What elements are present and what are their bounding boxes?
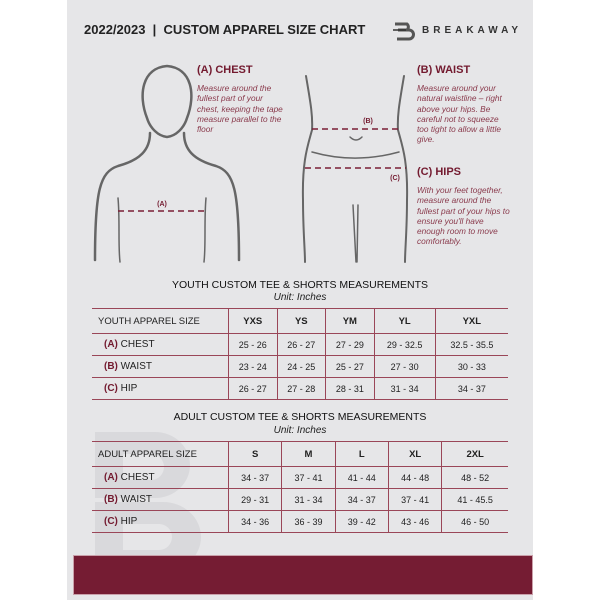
table-cell: 37 - 41 xyxy=(281,466,336,489)
cell-text: WAIST xyxy=(120,361,152,372)
cell-text: (C) xyxy=(104,383,118,394)
table-cell: 24 - 25 xyxy=(276,355,326,378)
table-cell: 46 - 50 xyxy=(441,510,508,533)
page-title: 2022/2023 | CUSTOM APPAREL SIZE CHART xyxy=(84,22,366,37)
table-cell: 27 - 30 xyxy=(373,355,436,378)
table-cell: 25 - 26 xyxy=(228,333,278,356)
youth-table-title: YOUTH CUSTOM TEE & SHORTS MEASUREMENTS xyxy=(171,279,429,291)
table-cell: 44 - 48 xyxy=(387,466,442,489)
table-cell: 29 - 32.5 xyxy=(373,333,436,356)
table-cell: 26 - 27 xyxy=(276,333,326,356)
table-cell: 30 - 33 xyxy=(434,355,508,378)
table-cell: 29 - 31 xyxy=(227,488,282,511)
size-header: YXL xyxy=(434,308,508,334)
cell-text: (A) xyxy=(104,339,118,350)
table-cell: 34 - 37 xyxy=(227,466,282,489)
table-cell: 43 - 46 xyxy=(387,510,442,533)
table-cell: 39 - 42 xyxy=(334,510,389,533)
cell-text: CHEST xyxy=(120,472,155,483)
cell-text: (B) xyxy=(104,494,118,505)
table-cell: 37 - 41 xyxy=(387,488,442,511)
table-cell: 41 - 44 xyxy=(334,466,389,489)
youth-size-table: YOUTH APPAREL SIZE YXS YS YM YL YXL (A) … xyxy=(92,308,508,400)
size-header: YS xyxy=(276,308,326,334)
row-label: (A) CHEST xyxy=(92,466,229,489)
upper-body-figure xyxy=(93,64,241,263)
size-header: YL xyxy=(373,308,436,334)
waist-heading: (B) WAIST xyxy=(417,64,471,76)
table-cell: 48 - 52 xyxy=(441,466,508,489)
table-cell: 23 - 24 xyxy=(228,355,278,378)
row-label: (C) HIP xyxy=(92,377,229,400)
table-cell: 31 - 34 xyxy=(373,377,436,400)
table-cell: 31 - 34 xyxy=(281,488,336,511)
size-header: L xyxy=(334,441,389,467)
table-cell: 27 - 29 xyxy=(325,333,375,356)
body-figures: (A) (B) (C) xyxy=(93,64,409,263)
size-header: 2XL xyxy=(441,441,508,467)
logo-icon xyxy=(393,22,415,41)
adult-header-label: ADULT APPAREL SIZE xyxy=(92,441,229,467)
hips-heading: (C) HIPS xyxy=(417,166,461,178)
table-cell: 25 - 27 xyxy=(325,355,375,378)
cell-text: WAIST xyxy=(120,494,152,505)
brand-logo: BREAKAWAY xyxy=(392,18,522,42)
cell-text: (C) xyxy=(104,516,118,527)
table-cell: 32.5 - 35.5 xyxy=(434,333,508,356)
adult-size-table: ADULT APPAREL SIZE S M L XL 2XL (A) CHES… xyxy=(92,441,508,533)
cell-text: (A) xyxy=(104,472,118,483)
cell-text: HIP xyxy=(120,383,138,394)
size-header: YXS xyxy=(228,308,278,334)
brand-name: BREAKAWAY xyxy=(422,24,523,36)
table-row: (B) WAIST 23 - 24 24 - 25 25 - 27 27 - 30 30 … xyxy=(92,355,508,378)
table-row: (A) CHEST 25 - 26 26 - 27 27 - 29 29 - 32.5 3… xyxy=(92,333,508,356)
cell-text: (B) xyxy=(104,361,118,372)
table-cell: 41 - 45.5 xyxy=(441,488,508,511)
cell-text: CHEST xyxy=(120,339,155,350)
table-cell: 34 - 37 xyxy=(434,377,508,400)
cell-text: HIP xyxy=(120,516,138,527)
row-label: (A) CHEST xyxy=(92,333,229,356)
lower-body-figure xyxy=(301,75,409,263)
size-header: XL xyxy=(387,441,442,467)
waist-instructions: Measure around your natural waistline – … xyxy=(417,83,502,145)
table-cell: 27 - 28 xyxy=(276,377,326,400)
table-row: (A) CHEST 34 - 37 37 - 41 41 - 44 44 - 48 48 … xyxy=(92,466,508,489)
youth-unit: Unit: Inches xyxy=(273,292,327,303)
youth-header-label: YOUTH APPAREL SIZE xyxy=(92,308,229,334)
hips-instructions: With your feet together, measure around … xyxy=(417,185,510,247)
chest-heading: (A) CHEST xyxy=(197,64,253,76)
table-row: (C) HIP 26 - 27 27 - 28 28 - 31 31 - 34 34 - … xyxy=(92,377,508,400)
table-row: (B) WAIST 29 - 31 31 - 34 34 - 37 37 - 41 41 … xyxy=(92,488,508,511)
adult-table-title: ADULT CUSTOM TEE & SHORTS MEASUREMENTS xyxy=(173,411,427,423)
row-label: (C) HIP xyxy=(92,510,229,533)
row-label: (B) WAIST xyxy=(92,355,229,378)
adult-unit: Unit: Inches xyxy=(273,425,327,436)
hips-marker: (C) xyxy=(390,175,400,182)
table-cell: 34 - 36 xyxy=(227,510,282,533)
row-label: (B) WAIST xyxy=(92,488,229,511)
size-header: YM xyxy=(325,308,375,334)
waist-marker: (B) xyxy=(363,118,373,125)
chest-instructions: Measure around the fullest part of your … xyxy=(197,83,283,135)
footer-band xyxy=(73,555,533,595)
table-cell: 36 - 39 xyxy=(281,510,336,533)
size-header: M xyxy=(281,441,336,467)
table-cell: 26 - 27 xyxy=(228,377,278,400)
chest-marker: (A) xyxy=(157,201,167,208)
table-row: (C) HIP 34 - 36 36 - 39 39 - 42 43 - 46 46 - … xyxy=(92,510,508,533)
table-cell: 28 - 31 xyxy=(325,377,375,400)
size-header: S xyxy=(227,441,282,467)
table-cell: 34 - 37 xyxy=(334,488,389,511)
